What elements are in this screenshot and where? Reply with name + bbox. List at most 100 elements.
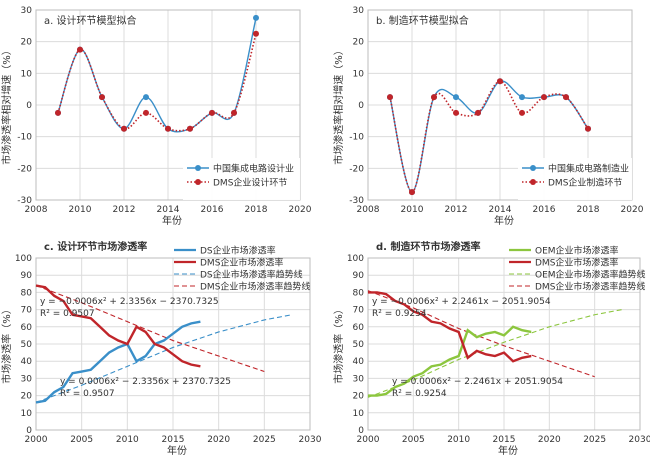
x-tick-label: 2018 [245,205,268,215]
series-line-2 [35,284,201,368]
y-tick-label: 20 [21,392,33,402]
x-tick-label: 2020 [621,205,644,215]
y-tick-label: 10 [21,409,33,419]
y-tick-label: 30 [21,374,33,384]
data-point [187,125,193,132]
y-axis-label: 市场渗透率相对增速（%） [332,45,345,165]
x-tick-label: 2008 [357,205,380,215]
x-tick-label: 2016 [533,205,556,215]
plot-frame [35,257,311,431]
x-tick-label: 2020 [289,205,312,215]
x-tick-label: 2020 [207,435,230,445]
legend-marker [530,165,536,171]
legend-marker [195,165,201,171]
y-tick-label: 30 [353,374,365,384]
y-axis-label: 市场渗透率（%） [0,304,13,384]
legend-label: DMS企业设计环节 [213,177,287,189]
y-tick-label: -30 [349,196,364,206]
x-tick-label: 2000 [357,435,380,445]
series-line-2 [368,291,532,363]
legend: 中国集成电路设计业 DMS企业设计环节 [183,158,300,200]
legend: 中国集成电路制造业 DMS企业制造环节 [518,158,632,200]
x-tick-label: 2000 [25,435,48,445]
y-tick-label: -10 [17,133,32,143]
data-point [209,109,215,116]
y-tick-label: 80 [21,288,33,298]
data-point [99,94,105,101]
data-point [497,78,503,85]
x-tick-label: 2012 [445,205,468,215]
chart-panel-1: 2008 2010 2012 2014 2016 2018 2020 -30 -20 -10 0 10… [0,6,312,227]
x-tick-label: 2015 [493,435,516,445]
y-tick-label: 10 [353,69,365,79]
x-tick-label: 2008 [25,205,48,215]
x-tick-label: 2025 [583,435,606,445]
y-tick-label: 20 [353,38,365,48]
x-tick-label: 2010 [447,435,470,445]
x-tick-label: 2010 [69,205,92,215]
legend-label: OEM企业市场渗透率 [535,245,619,257]
series-line-4 [35,285,265,373]
chart-panel-2: 2008 2010 2012 2014 2016 2018 2020 -30 -20 -10 0 10… [332,6,644,227]
y-tick-label: 30 [21,6,33,16]
y-tick-label: -20 [17,164,32,174]
chart-title: c. 设计环节市场渗透率 [44,240,147,253]
data-point [541,94,547,101]
data-point [143,94,149,101]
data-point [143,109,149,116]
plot-frame [367,9,633,201]
data-point [253,14,259,21]
legend-label: DMS企业市场渗透率趋势线 [200,281,310,293]
y-tick-label: 90 [21,271,33,281]
equation-label: y = 0.0006x² − 2.3356x + 2370.7325 [60,377,231,387]
data-point [253,30,259,37]
data-point [165,125,171,132]
y-tick-label: 70 [21,306,33,316]
x-axis-label: 年份 [167,444,187,455]
plot-frame [35,9,301,201]
x-tick-label: 2005 [402,435,425,445]
legend: OEM企业市场渗透率DMS企业市场渗透率OEM企业市场渗透率趋势线DMS企业市场… [509,245,646,293]
legend-label: DMS企业市场渗透率 [535,257,618,269]
y-tick-label: 100 [347,254,364,264]
legend-label: DMS企业市场渗透率 [200,257,283,269]
x-tick-label: 2016 [201,205,224,215]
y-tick-label: 40 [21,357,33,367]
r-squared-label: R² = 0.9507 [40,309,95,319]
legend-label: 中国集成电路制造业 [548,163,629,175]
r-squared-label: R² = 0.9254 [372,309,427,319]
x-axis-label: 年份 [498,444,518,455]
y-tick-label: 20 [353,392,365,402]
data-point [585,125,591,132]
x-tick-label: 2014 [157,205,180,215]
y-axis-label: 市场渗透率相对增速（%） [0,45,13,165]
data-point [475,109,481,116]
r-squared-label: R² = 0.9507 [60,389,115,399]
chart-title: d. 制造环节市场渗透率 [376,240,480,253]
equation-label: y = 0.0006x² − 2.2461x + 2051.9054 [392,377,563,387]
x-axis-label: 年份 [494,214,514,227]
data-point [121,125,127,132]
chart-title: b. 制造环节模型拟合 [376,14,469,27]
data-point [563,94,569,101]
data-point [231,109,237,116]
chart-panel-3: 2000 2005 2010 2015 2020 2025 2030010203040506… [0,240,322,455]
data-point [453,109,459,116]
y-tick-label: 60 [353,323,365,333]
y-tick-label: 0 [358,426,364,436]
y-tick-label: 20 [21,38,33,48]
series-line-2 [57,33,257,132]
y-tick-label: 90 [353,271,365,281]
x-axis-label: 年份 [162,214,182,227]
data-point [519,94,525,101]
x-tick-label: 2005 [70,435,93,445]
legend-label: 中国集成电路设计业 [213,163,294,175]
y-tick-label: 100 [15,254,32,264]
x-tick-label: 2018 [577,205,600,215]
chart-panel-4: 2000 2005 2010 2015 2020 2025 2030010203040506… [332,240,650,455]
y-tick-label: 70 [353,306,365,316]
x-tick-label: 2012 [113,205,136,215]
data-point [77,46,83,53]
legend-label: DMS企业市场渗透率趋势线 [535,281,645,293]
